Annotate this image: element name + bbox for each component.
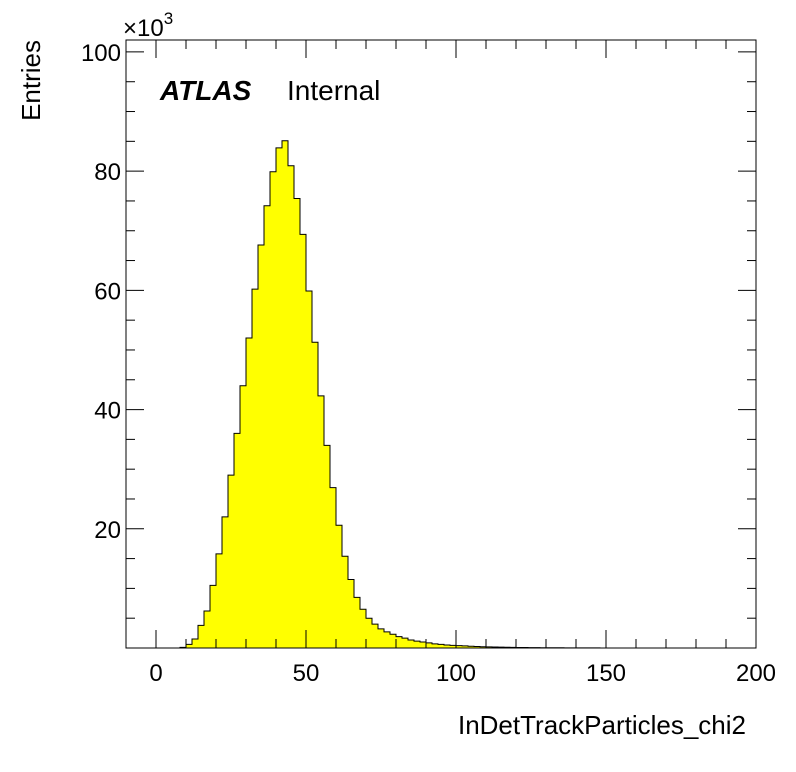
y-tick-label: 60 xyxy=(94,278,121,305)
histogram-bin xyxy=(288,165,295,648)
histogram-bin xyxy=(252,289,259,648)
histogram-bin xyxy=(462,645,469,648)
plot-frame xyxy=(125,39,757,649)
histogram-bin xyxy=(210,585,217,648)
histogram-bin xyxy=(408,639,415,648)
histogram-bin xyxy=(450,645,457,648)
histogram-bin xyxy=(438,644,445,648)
y-tick-label: 40 xyxy=(94,398,121,425)
histogram-bin xyxy=(294,198,301,648)
y-tick-label: 20 xyxy=(94,517,121,544)
histogram-bin xyxy=(480,646,487,648)
histogram-bin xyxy=(222,516,229,648)
histogram-bin xyxy=(204,611,211,648)
y-tick-labels: 20 40 60 80 100 xyxy=(81,40,121,544)
x-tick-labels: 0 50 100 150 200 xyxy=(149,660,776,687)
x-tick-label: 150 xyxy=(586,660,626,687)
histogram-bin xyxy=(282,140,289,649)
histogram-bin xyxy=(378,628,385,648)
histogram-bin xyxy=(468,646,475,648)
histogram-bin xyxy=(192,639,199,648)
x-axis-title: InDetTrackParticles_chi2 xyxy=(458,710,746,740)
histogram-bin xyxy=(432,643,439,648)
y-axis-multiplier-exponent: 3 xyxy=(164,9,173,28)
histogram-bin xyxy=(396,636,403,648)
atlas-label: ATLAS xyxy=(159,75,252,106)
histogram-bin xyxy=(216,553,223,648)
axis-ticks xyxy=(125,40,757,648)
histogram-bin xyxy=(390,634,397,648)
histogram-bin xyxy=(318,395,325,648)
histogram-bin xyxy=(420,642,427,648)
histogram-bin xyxy=(186,644,193,648)
x-tick-label: 0 xyxy=(149,660,162,687)
histogram-bin xyxy=(264,205,271,648)
histogram-bin xyxy=(474,646,481,648)
histogram-bin xyxy=(402,638,409,648)
histogram-bin xyxy=(384,631,391,648)
histogram-bin xyxy=(270,171,277,648)
histogram-bin xyxy=(456,645,463,648)
histogram-bin xyxy=(258,245,265,649)
x-tick-label: 200 xyxy=(736,660,776,687)
y-axis-multiplier: ×103 xyxy=(123,9,173,42)
histogram-bin xyxy=(324,445,331,648)
histogram-bin xyxy=(444,645,451,648)
histogram-bin xyxy=(300,234,307,648)
histogram-bars xyxy=(180,140,673,649)
histogram-bin xyxy=(348,579,355,648)
histogram-bin xyxy=(198,625,205,648)
histogram-bin xyxy=(414,641,421,648)
histogram-bin xyxy=(234,433,241,648)
status-label: Internal xyxy=(287,75,380,106)
x-tick-label: 100 xyxy=(436,660,476,687)
histogram-bin xyxy=(240,385,247,648)
histogram-bin xyxy=(486,646,493,648)
histogram-bin xyxy=(366,618,373,648)
histogram-bin xyxy=(354,597,361,648)
y-tick-label: 80 xyxy=(94,159,121,186)
histogram-bin xyxy=(330,487,337,648)
histogram-bin xyxy=(336,525,343,648)
histogram-bin xyxy=(246,338,253,648)
histogram-bin xyxy=(372,624,379,648)
histogram-bin xyxy=(360,609,367,648)
histogram-bin xyxy=(342,556,349,648)
x-tick-label: 50 xyxy=(293,660,320,687)
histogram-bin xyxy=(426,642,433,648)
y-axis-title: Entries xyxy=(16,40,46,121)
y-axis-multiplier-base: ×10 xyxy=(123,15,164,42)
histogram-bin xyxy=(276,147,283,648)
y-tick-label: 100 xyxy=(81,40,121,67)
histogram-bin xyxy=(306,290,313,648)
histogram-bin xyxy=(228,475,235,648)
histogram-bin xyxy=(312,342,319,648)
